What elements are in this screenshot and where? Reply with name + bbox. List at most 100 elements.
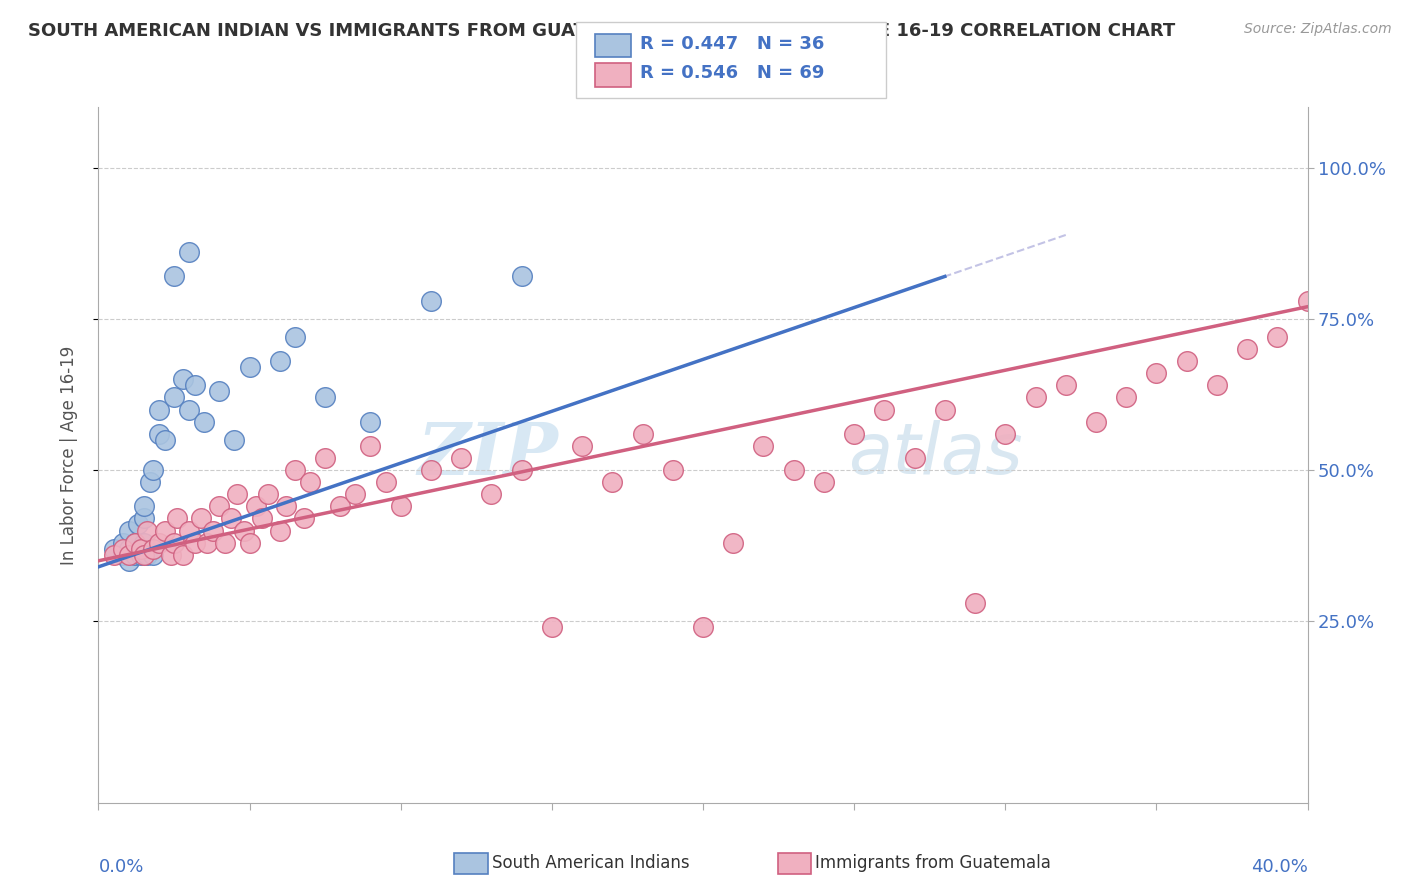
Point bbox=[132, 548, 155, 562]
Text: ZIP: ZIP bbox=[418, 419, 558, 491]
Point bbox=[269, 524, 291, 538]
Point bbox=[129, 541, 152, 556]
Text: atlas: atlas bbox=[848, 420, 1022, 490]
Point bbox=[103, 541, 125, 556]
Point bbox=[510, 463, 533, 477]
Point bbox=[571, 439, 593, 453]
Point bbox=[202, 524, 225, 538]
Point bbox=[226, 487, 249, 501]
Point bbox=[135, 524, 157, 538]
Point bbox=[662, 463, 685, 477]
Point bbox=[163, 391, 186, 405]
Point bbox=[139, 475, 162, 490]
Point bbox=[1206, 378, 1229, 392]
Point bbox=[481, 487, 503, 501]
Point bbox=[172, 548, 194, 562]
Point bbox=[118, 541, 141, 556]
Point bbox=[232, 524, 254, 538]
Point bbox=[256, 487, 278, 501]
Point bbox=[723, 535, 745, 549]
Point bbox=[111, 541, 134, 556]
Point bbox=[360, 415, 382, 429]
Point bbox=[602, 475, 624, 490]
Point bbox=[752, 439, 775, 453]
Point bbox=[1115, 391, 1137, 405]
Point bbox=[239, 535, 262, 549]
Point bbox=[118, 524, 141, 538]
Point bbox=[129, 548, 152, 562]
Point bbox=[389, 500, 412, 514]
Point bbox=[292, 511, 315, 525]
Point bbox=[1054, 378, 1077, 392]
Point bbox=[208, 384, 231, 399]
Point bbox=[904, 450, 927, 465]
Text: Immigrants from Guatemala: Immigrants from Guatemala bbox=[815, 855, 1052, 872]
Point bbox=[510, 269, 533, 284]
Point bbox=[135, 548, 157, 562]
Point bbox=[127, 517, 149, 532]
Text: Source: ZipAtlas.com: Source: ZipAtlas.com bbox=[1244, 22, 1392, 37]
Point bbox=[540, 620, 562, 634]
Point bbox=[195, 535, 218, 549]
Point bbox=[269, 354, 291, 368]
Point bbox=[148, 402, 170, 417]
Point bbox=[214, 535, 236, 549]
Point bbox=[284, 463, 307, 477]
Point bbox=[239, 360, 262, 375]
Point bbox=[153, 524, 176, 538]
Point bbox=[250, 511, 273, 525]
Point bbox=[965, 596, 987, 610]
Point bbox=[148, 535, 170, 549]
Point bbox=[132, 535, 155, 549]
Point bbox=[111, 548, 134, 562]
Point bbox=[179, 245, 201, 260]
Text: 40.0%: 40.0% bbox=[1251, 858, 1308, 877]
Point bbox=[1024, 391, 1046, 405]
Text: South American Indians: South American Indians bbox=[492, 855, 690, 872]
Point bbox=[994, 426, 1017, 441]
Point bbox=[1144, 366, 1167, 380]
Point bbox=[1236, 342, 1258, 356]
Point bbox=[142, 548, 165, 562]
Point bbox=[118, 554, 141, 568]
Point bbox=[299, 475, 322, 490]
Point bbox=[314, 391, 336, 405]
Point bbox=[142, 541, 165, 556]
Point bbox=[631, 426, 654, 441]
Point bbox=[274, 500, 297, 514]
Point bbox=[284, 330, 307, 344]
Point bbox=[934, 402, 956, 417]
Point bbox=[124, 535, 146, 549]
Point bbox=[420, 463, 443, 477]
Text: SOUTH AMERICAN INDIAN VS IMMIGRANTS FROM GUATEMALA IN LABOR FORCE | AGE 16-19 CO: SOUTH AMERICAN INDIAN VS IMMIGRANTS FROM… bbox=[28, 22, 1175, 40]
Point bbox=[172, 372, 194, 386]
Point bbox=[184, 378, 207, 392]
Point bbox=[224, 433, 246, 447]
Point bbox=[166, 511, 188, 525]
Point bbox=[783, 463, 806, 477]
Y-axis label: In Labor Force | Age 16-19: In Labor Force | Age 16-19 bbox=[59, 345, 77, 565]
Point bbox=[124, 535, 146, 549]
Text: R = 0.546   N = 69: R = 0.546 N = 69 bbox=[640, 64, 824, 82]
Point bbox=[844, 426, 866, 441]
Point bbox=[124, 548, 146, 562]
Point bbox=[314, 450, 336, 465]
Point bbox=[344, 487, 367, 501]
Point bbox=[360, 439, 382, 453]
Point bbox=[221, 511, 243, 525]
Point bbox=[374, 475, 396, 490]
Point bbox=[450, 450, 472, 465]
Point bbox=[208, 500, 231, 514]
Point bbox=[420, 293, 443, 308]
Point bbox=[184, 535, 207, 549]
Point bbox=[1267, 330, 1289, 344]
Point bbox=[142, 463, 165, 477]
Text: 0.0%: 0.0% bbox=[98, 858, 143, 877]
Point bbox=[160, 548, 183, 562]
Point bbox=[1085, 415, 1108, 429]
Point bbox=[190, 511, 212, 525]
Point bbox=[813, 475, 835, 490]
Point bbox=[153, 433, 176, 447]
Point bbox=[132, 511, 155, 525]
Point bbox=[163, 535, 186, 549]
